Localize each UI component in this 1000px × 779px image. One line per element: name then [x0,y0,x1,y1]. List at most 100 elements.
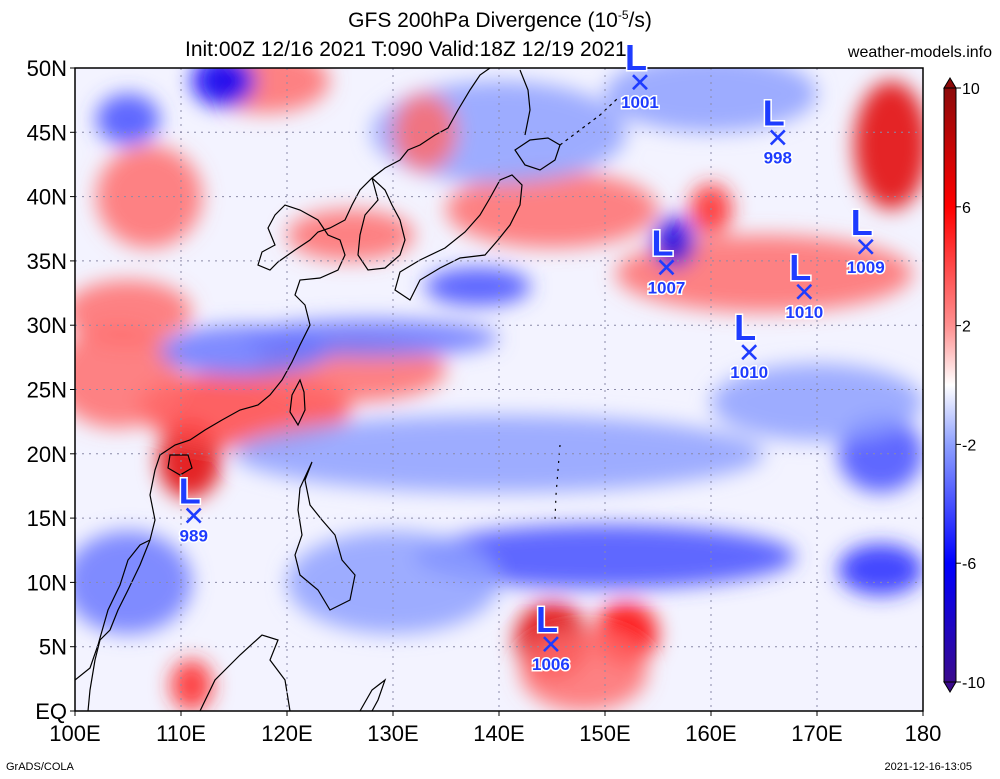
lon-tick-label: 120E [261,721,312,746]
field-feature [854,80,923,210]
coastline-hainan [167,454,193,476]
low-letter: L [851,202,873,243]
low-center-mark [741,344,758,361]
field-feature [287,209,415,261]
timestamp-label: 2021-12-16-13:05 [884,761,972,773]
lat-tick-label: 15N [27,506,67,531]
lat-tick-label: 50N [27,56,67,81]
low-marker: L 1010 [729,306,770,384]
coastline-new-guinea [359,678,387,711]
lat-tick-label: 45N [27,120,67,145]
low-marker: L 1006 [531,598,572,676]
low-pressure-value: 1007 [648,278,686,297]
coastlines [75,68,619,711]
low-marker: L 998 [761,91,793,169]
low-pressure-value: 1006 [532,655,570,674]
low-pressure-value: 1009 [847,258,885,277]
low-letter: L [789,247,811,288]
low-center-mark [543,636,559,653]
colorbar-tick-label: -10 [962,675,985,692]
colorbar-max-arrow [943,77,957,89]
field-feature [652,215,696,268]
lon-tick-label: 140E [473,721,524,746]
field-feature [393,93,457,171]
field-feature [96,93,160,146]
lat-tick-label: EQ [35,699,67,724]
field-feature [414,524,796,589]
lon-tick-label: 180 [905,721,942,746]
credit-label: GrADS/COLA [6,761,74,773]
lon-tick-label: 150E [579,721,630,746]
low-pressure-value: 998 [764,148,792,167]
site-watermark: weather-models.info [847,44,992,61]
coastline-sakhalin [519,69,531,136]
lat-tick-label: 40N [27,185,67,210]
low-marker: L 1009 [845,200,886,278]
lon-tick-label: 110E [156,721,206,746]
coastline-taiwan [289,378,306,427]
low-marker: L 989 [177,469,209,547]
field-feature [287,530,499,634]
colorbar-tick-label: -2 [962,437,976,454]
colorbar-tick-label: 10 [962,81,980,98]
field-feature [838,543,923,596]
lat-tick-label: 5N [39,635,67,660]
low-letter: L [179,471,201,512]
colorbar-ramp [943,87,957,683]
low-pressure-value: 989 [180,527,208,546]
field-feature [75,280,192,345]
lon-tick-label: 100E [49,721,100,746]
coastline-korea [357,177,406,271]
latitude-ticks: EQ 5N 10N 15N 20N 25N 30N 35N 40N 45N 50N [27,56,75,724]
low-letter: L [625,37,647,78]
low-pressure-markers: L 1001 L 998 L 1009 L 1007 L 1010 L 1010 L 989 L 1006 [177,36,886,676]
island-chain-kuril [559,97,619,146]
field-feature [711,363,923,441]
field-feature [605,68,817,133]
low-marker: L 1001 [620,36,661,114]
colorbar-tick-label: 2 [962,319,971,336]
field-feature [170,659,213,711]
low-marker: L 1010 [784,245,825,323]
coastline-hokkaido [514,137,561,171]
low-pressure-value: 1010 [730,363,768,382]
colorbar-tick-label: 6 [962,200,971,217]
low-center-mark [658,259,675,276]
low-letter: L [763,92,785,133]
map-title: GFS 200hPa Divergence (10-5/s) [0,8,1000,33]
title-unit: /s) [628,9,652,32]
graticule [75,68,923,711]
map-subtitle: Init:00Z 12/16 2021 T:090 Valid:18Z 12/1… [185,38,627,61]
low-marker: L 1007 [646,221,687,299]
field-layer [75,68,923,711]
lat-tick-label: 35N [27,249,67,274]
title-exponent: -5 [617,8,629,22]
low-pressure-value: 1001 [621,93,659,112]
field-feature [159,325,330,377]
lat-tick-label: 25N [27,378,67,403]
field-feature [96,145,203,249]
divergence-field [75,68,923,711]
longitude-ticks: 100E 110E 120E 130E 140E 150E 160E 170E 180 [49,711,941,746]
field-feature [446,170,658,249]
colorbar-tick-label: -6 [962,556,976,573]
field-feature [520,633,648,711]
colorbar-min-arrow [943,681,957,693]
lon-tick-label: 170E [791,721,842,746]
lat-tick-label: 20N [27,442,67,467]
field-feature [75,530,192,634]
coastline-philippines [294,461,356,611]
coastline-borneo [199,634,291,711]
lon-tick-label: 160E [685,721,736,746]
coastline-japan [394,174,523,301]
coastline-mainland [75,68,491,681]
lon-tick-label: 130E [367,721,418,746]
lat-tick-label: 30N [27,313,67,338]
colorbar: 10 6 2 -2 -6 -10 [943,77,985,693]
low-letter: L [734,307,756,348]
low-center-mark [185,507,202,524]
colorbar-ticks: 10 6 2 -2 -6 -10 [956,81,985,692]
low-center-mark [632,74,648,91]
coastline-indochina [87,539,151,711]
